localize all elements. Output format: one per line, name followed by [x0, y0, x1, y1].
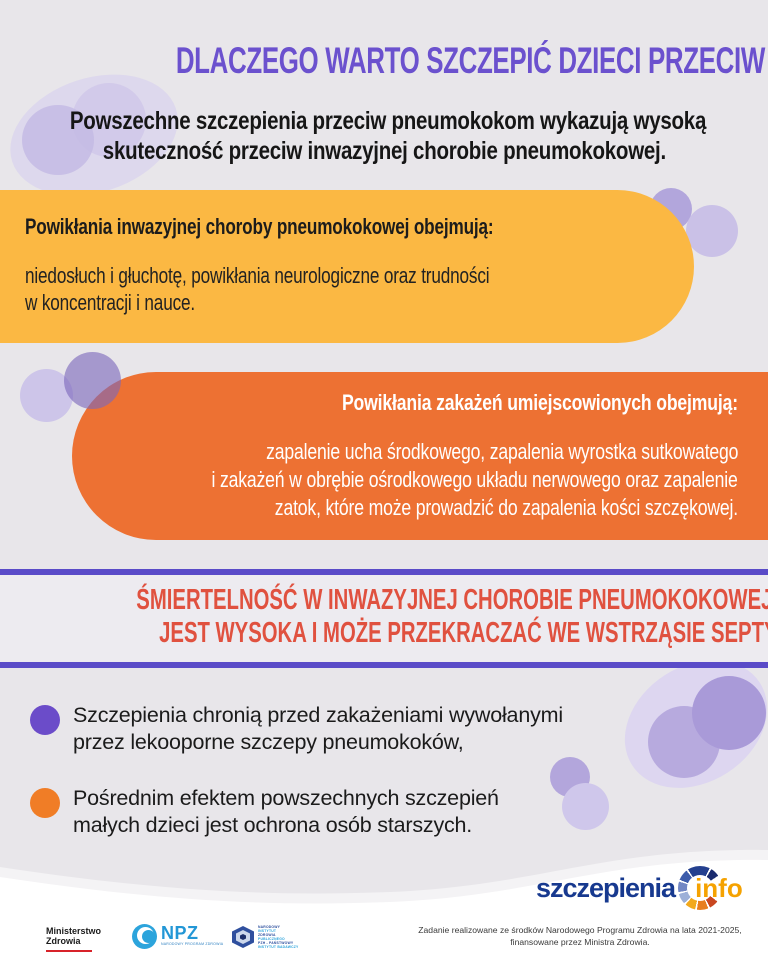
- localized-complications-box: Powikłania zakażeń umiejscowionych obejm…: [72, 372, 768, 540]
- npz-sub-label: NARODOWY PROGRAM ZDROWIA: [161, 942, 224, 946]
- funding-note: Zadanie realizowane ze środków Narodoweg…: [398, 925, 762, 948]
- localized-box-line: i zakażeń w obrębie ośrodkowego układu n…: [211, 467, 738, 492]
- list-item-line: przez lekooporne szczepy pneumokoków,: [73, 730, 464, 754]
- invasive-complications-box: Powikłania inwazyjnej choroby pneumokoko…: [0, 190, 694, 343]
- pzh-logo-text: NARODOWY INSTYTUT ZDROWIA PUBLICZNEGO PZ…: [258, 925, 299, 949]
- brand-name-text: szczepienia: [536, 872, 676, 903]
- page-title-text: DLACZEGO WARTO SZCZEPIĆ DZIECI PRZECIW P…: [175, 40, 768, 81]
- pzh-hexagon-icon: [232, 926, 254, 948]
- localized-box-line: zatok, które może prowadzić do zapalenia…: [274, 495, 738, 520]
- szczepienia-info-logo: szczepienia info: [536, 866, 743, 910]
- localized-box-line: zapalenie ucha środkowego, zapalenia wyr…: [265, 439, 738, 464]
- mortality-banner: ŚMIERTELNOŚĆ W INWAZYJNEJ CHOROBIE PNEUM…: [0, 569, 768, 668]
- list-item: Pośrednim efektem powszechnych szczepień…: [30, 785, 563, 839]
- benefits-list: Szczepienia chronią przed zakażeniami wy…: [30, 702, 563, 868]
- list-item-line: Pośrednim efektem powszechnych szczepień: [73, 786, 499, 810]
- invasive-box-line: niedosłuch i głuchotę, powikłania neurol…: [25, 263, 490, 288]
- intro-line: Powszechne szczepienia przeciw pneumokok…: [69, 107, 707, 135]
- mortality-banner-line: ŚMIERTELNOŚĆ W INWAZYJNEJ CHOROBIE PNEUM…: [136, 584, 768, 616]
- mortality-banner-line: JEST WYSOKA I MOŻE PRZEKRACZAĆ WE WSTRZĄ…: [159, 617, 768, 649]
- brand-info-text: info: [695, 872, 743, 903]
- list-item: Szczepienia chronią przed zakażeniami wy…: [30, 702, 563, 756]
- page-title: DLACZEGO WARTO SZCZEPIĆ DZIECI PRZECIW P…: [0, 40, 768, 82]
- localized-box-body: zapalenie ucha środkowego, zapalenia wyr…: [72, 438, 738, 522]
- localized-box-heading: Powikłania zakażeń umiejscowionych obejm…: [342, 390, 738, 415]
- orange-bullet-icon: [30, 788, 60, 818]
- footer: Ministerstwo Zdrowia NPZ NARODOWY PROGRA…: [0, 918, 768, 960]
- list-item-line: Szczepienia chronią przed zakażeniami wy…: [73, 703, 563, 727]
- segmented-ring-icon: [678, 866, 723, 910]
- ministry-logo-line: Ministerstwo: [46, 926, 102, 936]
- funding-note-line: Zadanie realizowane ze środków Narodoweg…: [418, 925, 742, 935]
- bacteria-blob-icon: [686, 205, 738, 257]
- purple-bullet-icon: [30, 705, 60, 735]
- invasive-box-body: niedosłuch i głuchotę, powikłania neurol…: [25, 262, 694, 316]
- bacteria-blob-icon: [22, 105, 94, 175]
- invasive-box-heading: Powikłania inwazyjnej choroby pneumokoko…: [25, 214, 494, 239]
- bacteria-blob-icon: [562, 783, 609, 830]
- npz-label: NPZ: [161, 923, 199, 943]
- ministry-logo-line: Zdrowia: [46, 936, 81, 946]
- footer-wave-shape: [0, 849, 768, 960]
- npz-logo: NPZ NARODOWY PROGRAM ZDROWIA: [132, 924, 223, 949]
- pzh-institute-logo: NARODOWY INSTYTUT ZDROWIA PUBLICZNEGO PZ…: [232, 925, 299, 949]
- list-item-line: małych dzieci jest ochrona osób starszyc…: [73, 813, 473, 837]
- funding-note-line: finansowane przez Ministra Zdrowia.: [510, 936, 650, 947]
- ministry-of-health-logo: Ministerstwo Zdrowia: [46, 926, 101, 952]
- ministry-red-rule: [46, 950, 92, 952]
- intro-line: skuteczność przeciw inwazyjnej chorobie …: [102, 137, 666, 165]
- bacteria-blob-icon: [64, 352, 121, 409]
- invasive-box-line: w koncentracji i nauce.: [25, 290, 196, 315]
- list-item-text: Szczepienia chronią przed zakażeniami wy…: [73, 702, 563, 756]
- intro-statement: Powszechne szczepienia przeciw pneumokok…: [0, 106, 768, 166]
- npz-swoosh-icon: [132, 924, 157, 949]
- list-item-text: Pośrednim efektem powszechnych szczepień…: [73, 785, 499, 839]
- diplococcus-cell-icon: [692, 676, 766, 750]
